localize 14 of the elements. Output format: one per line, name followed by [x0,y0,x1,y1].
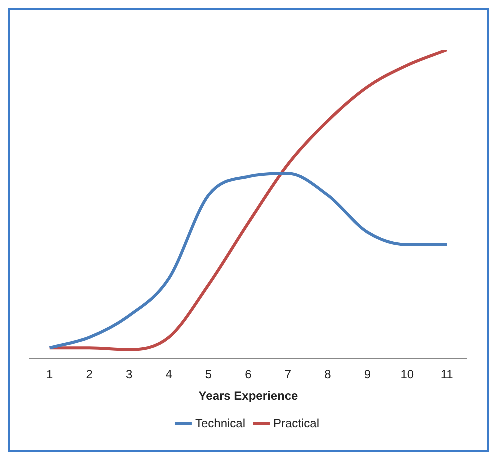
x-tick-label: 3 [126,368,133,382]
x-tick-label: 2 [86,368,94,382]
x-tick-label: 6 [245,368,252,382]
legend-label: Practical [274,416,320,430]
x-tick-label: 10 [400,368,414,382]
x-tick-label: 4 [166,368,173,382]
x-tick-label: 5 [205,368,212,382]
x-tick-label: 1 [46,368,54,382]
legend-label: Technical [195,416,246,430]
x-tick-label: 7 [284,368,292,382]
x-tick-label: 9 [364,368,372,382]
x-tick-label: 8 [324,368,332,382]
x-tick-label: 11 [440,368,454,382]
x-axis-title: Years Experience [198,389,299,404]
